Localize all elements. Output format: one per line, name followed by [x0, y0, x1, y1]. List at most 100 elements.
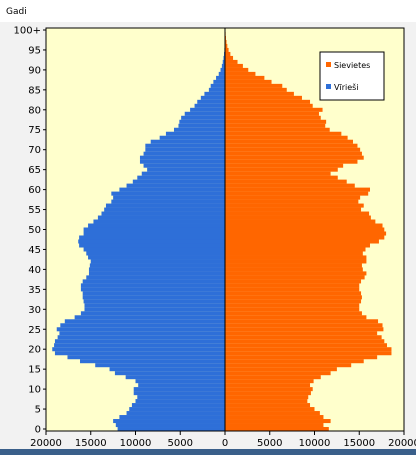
men-bar-age-54 [101, 211, 225, 216]
men-bar-age-43 [88, 255, 225, 260]
men-bar-age-15 [109, 367, 225, 372]
women-bar-age-83 [225, 95, 302, 100]
men-bar-age-28 [74, 315, 225, 320]
men-bar-age-71 [145, 143, 225, 148]
men-bar-age-89 [218, 71, 225, 76]
y-tick-label: 80 [28, 105, 41, 116]
women-bar-age-7 [225, 399, 308, 404]
men-bar-age-7 [135, 399, 225, 404]
women-bar-age-6 [225, 403, 311, 408]
men-bar-age-59 [111, 191, 225, 196]
legend-label-women: Sievietes [334, 61, 370, 70]
women-bar-age-64 [225, 171, 331, 176]
y-tick-label: 70 [28, 145, 41, 156]
women-bar-age-58 [225, 195, 361, 200]
men-bar-age-6 [131, 403, 225, 408]
legend: Sievietes Vīrieši [319, 51, 385, 101]
men-bar-age-32 [83, 299, 225, 304]
women-bar-age-4 [225, 411, 320, 416]
women-bar-age-67 [225, 159, 358, 164]
men-bar-age-37 [82, 279, 225, 284]
x-tick-label: 5000 [257, 438, 282, 449]
men-bar-age-27 [64, 319, 225, 324]
men-bar-age-17 [80, 359, 225, 364]
men-bar-age-40 [88, 267, 226, 272]
x-tick-label: 10000 [299, 438, 331, 449]
men-bar-age-62 [132, 179, 225, 184]
men-bar-age-70 [145, 147, 225, 152]
x-tick-label: 0 [222, 438, 228, 449]
men-bar-age-33 [82, 295, 225, 300]
bottom-bar [0, 449, 416, 455]
men-bar-age-41 [89, 263, 225, 268]
men-bar-age-4 [126, 411, 225, 416]
women-bar-age-29 [225, 311, 362, 316]
men-bar-age-45 [83, 247, 225, 252]
women-bar-age-76 [225, 123, 326, 128]
y-tick-label: 35 [28, 285, 41, 296]
men-bar-age-75 [173, 127, 225, 132]
men-bar-age-12 [135, 379, 225, 384]
men-bar-age-2 [113, 419, 226, 424]
y-tick-label: 55 [28, 205, 41, 216]
women-bar-age-72 [225, 139, 353, 144]
y-tick-label: 10 [28, 385, 41, 396]
women-bar-age-34 [225, 291, 362, 296]
men-bar-age-78 [181, 115, 225, 120]
women-bar-age-41 [225, 263, 362, 268]
men-bar-age-31 [84, 303, 226, 308]
men-bar-age-85 [208, 87, 225, 92]
men-bar-age-50 [83, 227, 225, 232]
legend-label-men: Vīrieši [334, 82, 359, 92]
women-bar-age-97 [225, 39, 227, 45]
men-bar-age-74 [165, 131, 225, 136]
women-bar-age-23 [225, 335, 382, 340]
women-bar-age-80 [225, 107, 323, 112]
women-bar-age-31 [225, 303, 360, 308]
men-bar-age-82 [197, 99, 225, 104]
women-bar-age-15 [225, 367, 337, 372]
women-bar-age-63 [225, 175, 338, 180]
women-bar-age-79 [225, 111, 319, 116]
men-bar-age-42 [90, 259, 225, 264]
men-bar-age-49 [83, 231, 225, 236]
women-bar-age-16 [225, 363, 352, 368]
men-bar-age-53 [97, 215, 225, 220]
men-bar-age-93 [223, 55, 225, 60]
women-bar-age-13 [225, 375, 321, 380]
women-bar-age-38 [225, 275, 365, 280]
women-bar-age-11 [225, 383, 311, 388]
men-bar-age-38 [86, 275, 225, 280]
men-bar-age-81 [194, 103, 225, 108]
men-bar-age-14 [114, 371, 225, 376]
men-bar-age-44 [86, 251, 225, 256]
y-tick-label: 45 [28, 245, 41, 256]
men-bar-age-79 [184, 111, 225, 116]
women-bar-age-94 [225, 51, 231, 56]
men-bar-age-87 [213, 79, 225, 84]
women-bar-age-81 [225, 103, 313, 108]
men-bar-age-24 [59, 331, 226, 336]
women-bar-age-45 [225, 247, 366, 252]
women-bar-age-27 [225, 319, 379, 324]
y-tick-label: 0 [35, 425, 41, 436]
women-bar-age-86 [225, 83, 283, 88]
women-bar-age-12 [225, 379, 314, 384]
legend-swatch-women [326, 62, 331, 67]
women-bar-age-50 [225, 227, 385, 232]
women-bar-age-59 [225, 191, 369, 196]
women-bar-age-71 [225, 143, 358, 148]
men-bar-age-23 [57, 335, 225, 340]
men-bar-age-76 [178, 123, 225, 128]
women-bar-age-3 [225, 415, 324, 420]
women-bar-age-19 [225, 351, 392, 356]
men-bar-age-35 [80, 287, 225, 292]
women-bar-age-28 [225, 315, 367, 320]
men-bar-age-29 [80, 311, 225, 316]
y-tick-label: 65 [28, 165, 41, 176]
men-bar-age-69 [143, 151, 225, 156]
women-bar-age-91 [225, 63, 243, 68]
men-bar-age-21 [54, 343, 226, 348]
men-bar-age-55 [104, 207, 225, 212]
men-bar-age-91 [221, 63, 225, 68]
